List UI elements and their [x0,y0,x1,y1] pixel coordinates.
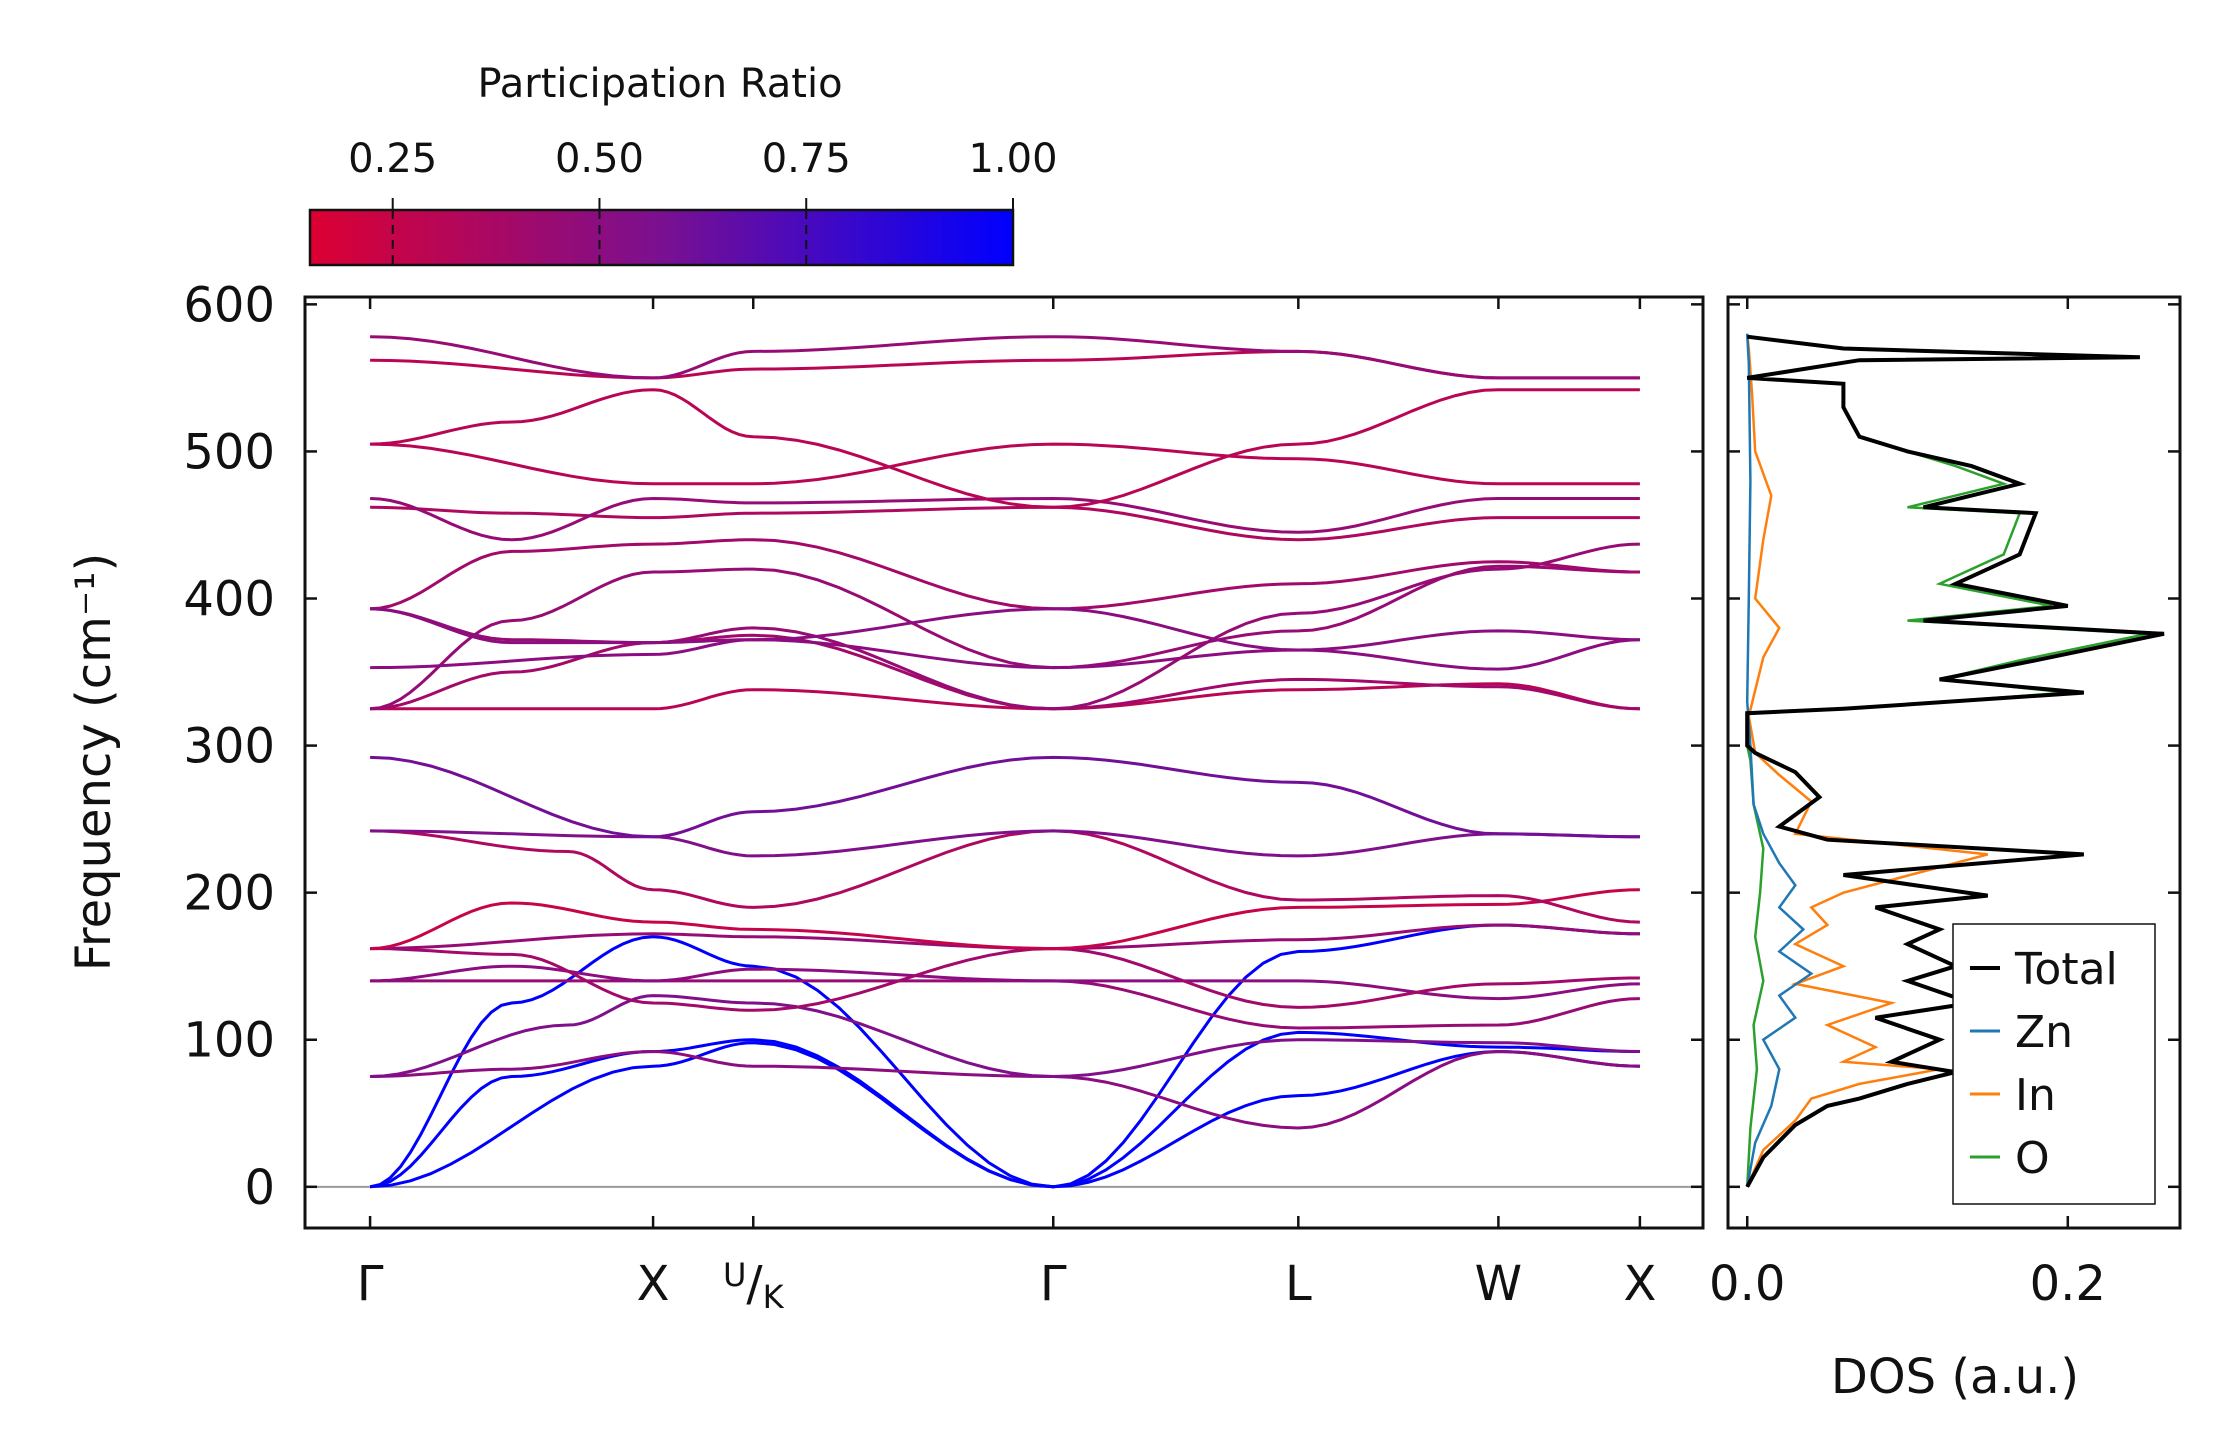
y-tick-label: 600 [183,277,275,333]
band-line-b18 [370,542,1640,711]
kpath-label: X [1623,1256,1656,1312]
colorbar-tick-label: 0.75 [762,136,851,182]
dos-ticks: 0.0 0.2 [1709,297,2180,1312]
band-line-TA2 [369,1030,1640,1189]
kpath-label: W [1475,1256,1522,1312]
kpath-label: Γ [1040,1256,1067,1312]
y-tick-label: 300 [183,719,275,775]
colorbar-tick-label: 1.00 [968,136,1057,182]
legend-label-zn: Zn [2015,1007,2073,1058]
band-line-b15 [370,633,1640,711]
y-tick-label: 400 [183,572,275,628]
band-line-b24 [370,388,1640,509]
dos-x-axis-label: DOS (a.u.) [1831,1349,2079,1405]
y-tick-label: 100 [183,1013,275,1069]
band-line-LA [369,923,1640,1189]
band-line-b4 [370,1049,1640,1130]
colorbar-tick-label: 0.25 [348,136,437,182]
band-y-ticks: 0 100 200 300 400 500 600 [183,277,1703,1216]
colorbar-ticks: 0.25 0.50 0.75 1.00 [348,136,1058,265]
dos-line-total [1745,334,2165,1188]
dos-x-tick-label: 0.0 [1709,1256,1785,1312]
y-axis-label: Frequency (cm⁻¹) [66,553,122,971]
band-line-b16 [369,564,1640,711]
band-line-b8 [370,947,1640,1012]
band-line-b11 [370,829,1640,924]
band-line-b23 [370,442,1640,486]
colorbar-title: Participation Ratio [477,61,842,107]
dos-line-zn [1745,333,1814,1188]
band-line-b26 [370,335,1640,380]
kpath-label: Γ [357,1256,384,1312]
band-line-b19 [369,538,1640,611]
band-line-b10 [370,888,1640,951]
colorbar: Participation Ratio 0.25 0.50 0.75 1.00 [308,61,1058,267]
band-line-b5 [370,994,1640,1079]
band-line-b13 [370,755,1640,839]
band-lines [369,335,1640,1189]
y-tick-label: 200 [183,866,275,922]
band-line-b20 [370,607,1640,652]
dos-panel: 0.0 0.2 DOS (a.u.) Total Zn In O [1709,295,2182,1405]
dos-axes-frame [1726,295,2182,1230]
dos-x-tick-label: 0.2 [2030,1256,2106,1312]
legend-label-total: Total [2014,944,2118,995]
band-kpath-ticks: Γ X U/K Γ L W X [357,297,1656,1316]
dos-lines [1745,333,2165,1188]
colorbar-tick-label: 0.50 [555,136,644,182]
band-line-b9 [370,923,1640,951]
y-tick-label: 500 [183,424,275,480]
band-line-b22 [370,496,1640,542]
band-structure-panel: 0 100 200 300 400 500 600 Γ X U/K Γ L W X Frequency … [66,277,1705,1316]
band-line-b17 [370,638,1640,671]
y-tick-label: 0 [244,1160,275,1216]
band-line-b21 [370,505,1640,542]
legend-label-in: In [2015,1070,2056,1121]
kpath-label: L [1285,1256,1312,1312]
band-line-b7 [370,964,1640,1001]
colorbar-gradient [308,208,1015,267]
legend-label-o: O [2015,1133,2050,1184]
band-axes-frame [303,295,1705,1230]
dos-legend: Total Zn In O [1952,923,2156,1205]
kpath-label: U/K [723,1256,785,1316]
kpath-label: X [637,1256,670,1312]
